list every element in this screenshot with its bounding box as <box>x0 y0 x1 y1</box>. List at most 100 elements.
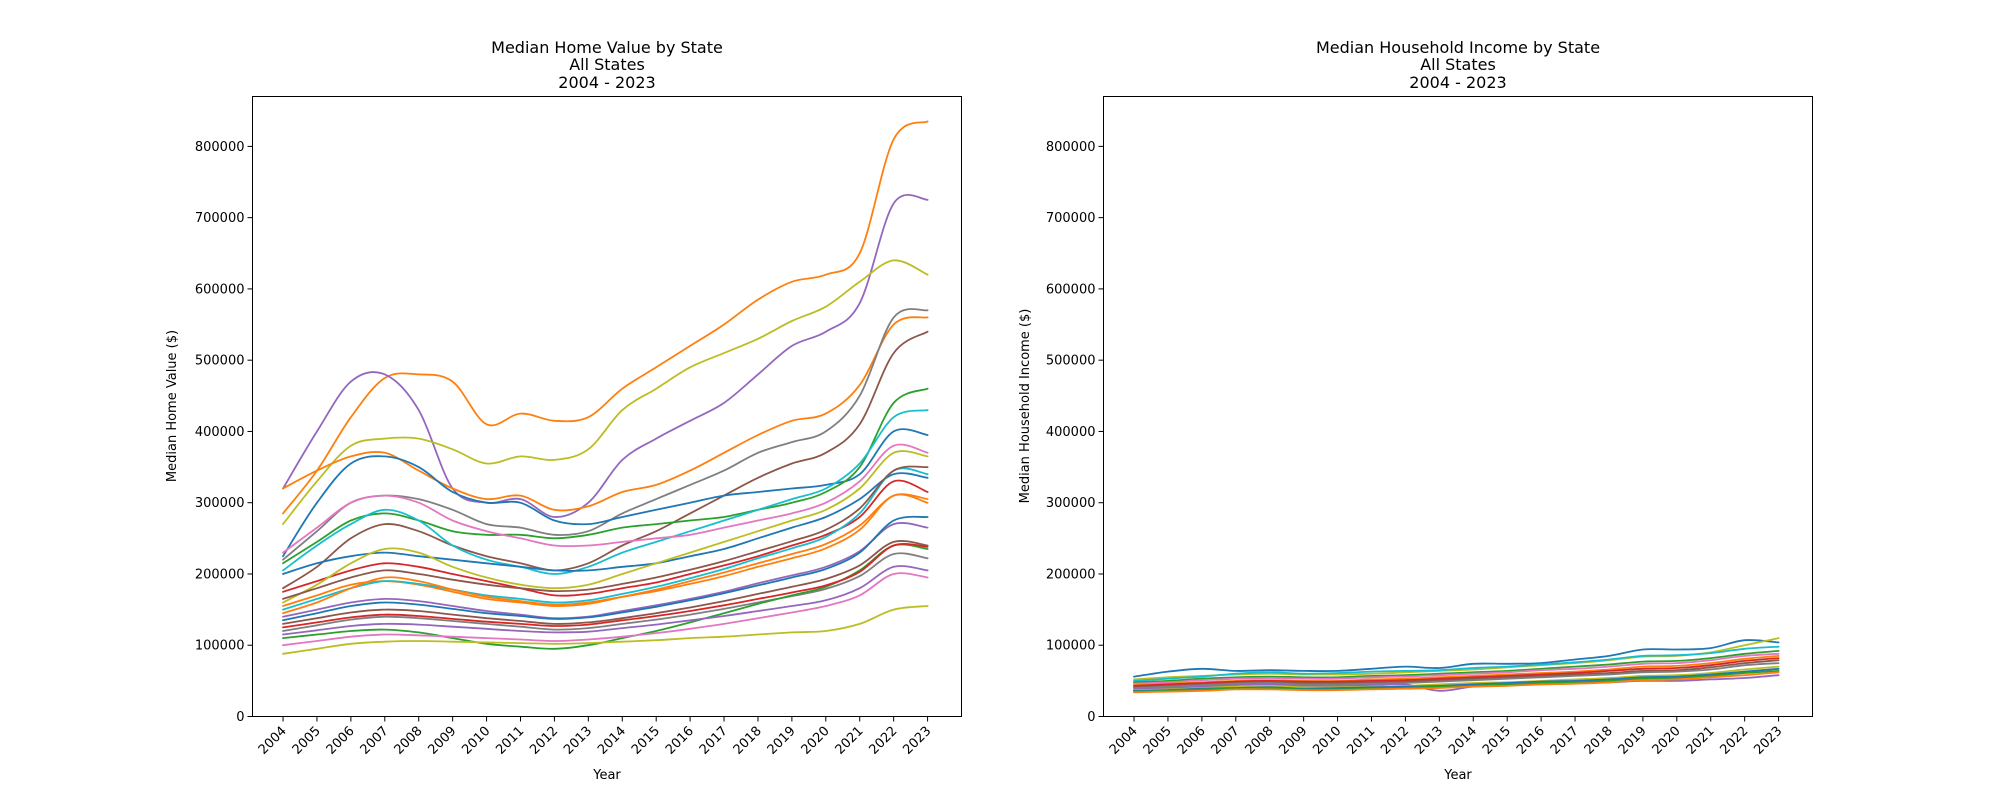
x-tick-label: 2010 <box>1310 724 1344 758</box>
x-tick-label: 2004 <box>256 724 290 758</box>
x-tick-label: 2006 <box>324 724 358 758</box>
y-tick-label: 300000 <box>1046 496 1096 511</box>
y-tick-label: 700000 <box>1046 211 1096 226</box>
y-tick-label: 0 <box>236 710 244 725</box>
x-tick-label: 2019 <box>765 724 799 758</box>
x-tick-label: 2012 <box>527 724 561 758</box>
series-line-7 <box>282 387 929 565</box>
x-tick-label: 2008 <box>392 724 426 758</box>
x-tick-label: 2016 <box>1514 724 1548 758</box>
chart-period: 2004 - 2023 <box>558 73 655 92</box>
y-tick-label: 500000 <box>1046 354 1096 369</box>
x-tick-label: 2005 <box>1141 724 1175 758</box>
x-tick-label: 2018 <box>731 724 765 758</box>
x-tick-label: 2014 <box>1446 724 1480 758</box>
x-tick-label: 2012 <box>1378 724 1412 758</box>
x-tick-label: 2014 <box>595 724 629 758</box>
y-tick-label: 500000 <box>195 354 245 369</box>
series-line-0 <box>282 120 929 515</box>
x-tick-label: 2017 <box>1548 724 1582 758</box>
series-line-15 <box>282 540 929 625</box>
x-tick-label: 2020 <box>1650 724 1684 758</box>
series-line-13 <box>1133 671 1780 694</box>
y-tick-label: 200000 <box>1046 567 1096 582</box>
x-tick-label: 2018 <box>1582 724 1616 758</box>
chart-title: Median Home Value by State <box>491 38 723 57</box>
x-tick-label: 2022 <box>1717 724 1751 758</box>
series-line-22 <box>282 543 929 629</box>
x-tick-label: 2020 <box>799 724 833 758</box>
series-line-0 <box>1133 639 1780 678</box>
y-tick-label: 100000 <box>195 639 245 654</box>
x-tick-label: 2007 <box>358 724 392 758</box>
home-value-chart: Median Home Value by State All States 20… <box>165 38 962 783</box>
y-tick-label: 200000 <box>195 567 245 582</box>
x-tick-label: 2005 <box>290 724 324 758</box>
series-line-24 <box>282 493 929 615</box>
y-tick-label: 400000 <box>195 425 245 440</box>
x-tick-label: 2019 <box>1616 724 1650 758</box>
series-line-8 <box>1133 662 1780 689</box>
chart-subtitle: All States <box>569 55 645 74</box>
x-tick-label: 2021 <box>1684 724 1718 758</box>
series-line-23 <box>282 565 929 636</box>
plot-frame <box>1103 96 1813 717</box>
series-line-9 <box>1133 674 1780 692</box>
x-tick-label: 2013 <box>1412 724 1446 758</box>
series-line-5 <box>282 330 929 590</box>
x-axis-ticks: 2004 2005 2006 2007 2008 2009 2010 2011 2012 2013… <box>1107 716 1785 758</box>
y-tick-label: 600000 <box>1046 282 1096 297</box>
series-line-4 <box>282 308 929 561</box>
x-axis-label: Year <box>592 768 621 783</box>
x-tick-label: 2009 <box>1276 724 1310 758</box>
series-line-10 <box>282 472 929 575</box>
y-axis-ticks: 0 100000 200000 300000 400000 500000 600000 700… <box>195 140 253 725</box>
series-line-2 <box>282 259 929 525</box>
y-tick-label: 300000 <box>195 496 245 511</box>
x-tick-label: 2009 <box>425 724 459 758</box>
series-line-3 <box>282 316 929 512</box>
y-axis-label: Median Household Income ($) <box>1018 309 1033 504</box>
y-tick-label: 600000 <box>195 282 245 297</box>
series-layer <box>1133 637 1780 694</box>
series-line-20 <box>282 467 929 611</box>
series-line-18 <box>282 572 929 647</box>
x-tick-label: 2022 <box>866 724 900 758</box>
series-line-4 <box>1133 652 1780 685</box>
x-axis-label: Year <box>1443 768 1472 783</box>
y-tick-label: 700000 <box>195 211 245 226</box>
series-line-16 <box>282 552 929 632</box>
x-tick-label: 2008 <box>1243 724 1277 758</box>
y-tick-label: 800000 <box>195 140 245 155</box>
x-tick-label: 2013 <box>561 724 595 758</box>
y-tick-label: 0 <box>1087 710 1095 725</box>
x-tick-label: 2010 <box>459 724 493 758</box>
x-tick-label: 2015 <box>1480 724 1514 758</box>
x-tick-label: 2015 <box>629 724 663 758</box>
series-line-14 <box>282 522 929 620</box>
y-tick-label: 100000 <box>1046 639 1096 654</box>
x-tick-label: 2011 <box>493 724 527 758</box>
x-tick-label: 2006 <box>1175 724 1209 758</box>
y-tick-label: 800000 <box>1046 140 1096 155</box>
series-line-9 <box>282 443 929 554</box>
x-tick-label: 2016 <box>663 724 697 758</box>
x-tick-label: 2017 <box>697 724 731 758</box>
x-axis-ticks: 2004 2005 2006 2007 2008 2009 2010 2011 2012 2013… <box>256 716 934 758</box>
series-line-1 <box>282 193 929 518</box>
x-tick-label: 2021 <box>833 724 867 758</box>
series-line-25 <box>282 465 929 600</box>
plot-frame <box>252 96 962 717</box>
x-tick-label: 2023 <box>900 724 934 758</box>
series-line-19 <box>282 605 929 655</box>
household-income-chart: Median Household Income by State All Sta… <box>1018 38 1813 783</box>
series-line-21 <box>282 515 929 622</box>
x-tick-label: 2007 <box>1209 724 1243 758</box>
series-line-12 <box>282 450 929 604</box>
x-tick-label: 2004 <box>1107 724 1141 758</box>
y-tick-label: 400000 <box>1046 425 1096 440</box>
y-axis-label: Median Home Value ($) <box>165 330 180 482</box>
chart-subtitle: All States <box>1420 55 1496 74</box>
